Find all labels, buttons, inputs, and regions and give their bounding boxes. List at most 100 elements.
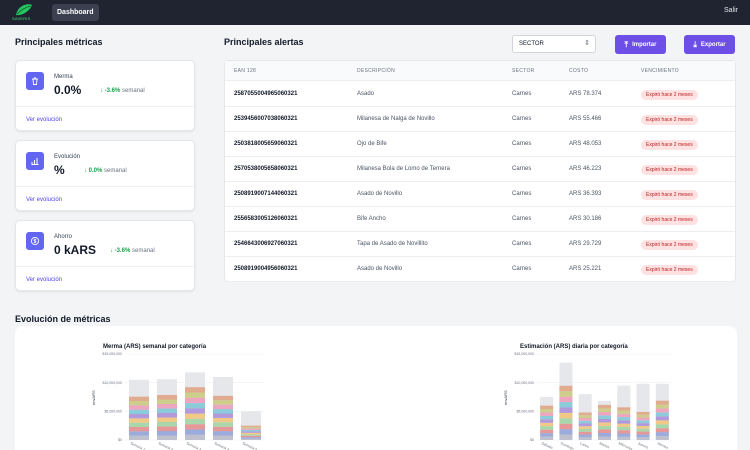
y-tick-label: $0 — [118, 438, 122, 442]
metric-label: Evolución — [54, 154, 81, 160]
table-row[interactable]: 2587055004965060321 Asado Carnes ARS 78.374… — [225, 82, 735, 107]
chart-1: Merma (ARS) semanal por categoría $15,000… — [91, 344, 265, 450]
cell-description: Asado — [357, 91, 375, 97]
bar-segment — [655, 436, 669, 440]
bar-segment — [578, 428, 592, 432]
sector-select[interactable]: SECTOR ⇕ — [512, 35, 596, 53]
bar-segment — [559, 429, 573, 435]
metric-value: % — [54, 163, 65, 177]
table-row[interactable]: 2508919007144060321 Asado de Novillo Carne… — [225, 182, 735, 207]
status-badge: Expiró hace 2 meses — [641, 165, 698, 175]
bar-segment — [241, 428, 261, 430]
bar-segment — [185, 403, 205, 409]
bar-segment — [129, 426, 149, 432]
bar-segment — [655, 412, 669, 417]
evolution-title: Evolución de métricas — [15, 314, 111, 324]
bar-segment — [578, 417, 592, 421]
bar-segment — [559, 396, 573, 403]
table-header: EAN 128 DESCRIPCIÓN SECTOR COSTO VENCIMI… — [225, 61, 735, 81]
bar-segment — [129, 435, 149, 440]
bar-segment — [540, 433, 554, 437]
bar-segment — [559, 385, 573, 392]
bar-segment — [157, 413, 177, 418]
export-button[interactable]: ⤓ Exportar — [684, 35, 735, 54]
bar-segment — [559, 418, 573, 424]
bar-segment — [636, 437, 650, 440]
cell-ean: 2508919004956060321 — [234, 266, 298, 272]
table-row[interactable]: 2556583005126060321 Bife Ancho Carnes ARS 3… — [225, 207, 735, 232]
bar-segment — [636, 411, 650, 415]
logo-icon[interactable] — [12, 3, 34, 23]
bar-segment — [598, 432, 611, 437]
bar-segment — [540, 422, 554, 427]
charts-panel: Merma (ARS) semanal por categoría $15,000… — [15, 326, 737, 450]
cell-description: Asado de Novillo — [357, 191, 403, 197]
bar-segment — [617, 420, 631, 424]
x-tick-label: Jueves — [637, 441, 649, 449]
cell-description: Milanesa Bola de Lomo de Ternera — [357, 166, 450, 172]
table-row[interactable]: 2570538005658060321 Milanesa Bola de Lomo… — [225, 157, 735, 182]
bar-segment — [578, 434, 592, 438]
metric-label: Ahorro — [54, 234, 73, 240]
ver-evolucion-link[interactable]: Ver evolución — [26, 277, 63, 283]
bar-segment — [578, 431, 592, 435]
ver-evolucion-link[interactable]: Ver evolución — [26, 197, 63, 203]
status-badge: Expiró hace 2 meses — [641, 240, 698, 250]
cell-sector: Carnes — [512, 116, 532, 122]
import-label: Importar — [632, 41, 657, 48]
bar-segment — [578, 426, 592, 429]
bar-segment — [213, 413, 233, 418]
import-button[interactable]: ⤒ Importar — [615, 35, 666, 54]
bar-segment — [636, 431, 650, 435]
cell-description: Asado de Novillo — [357, 266, 403, 272]
trash-icon — [26, 72, 44, 90]
cell-description: Bife Ancho — [357, 216, 386, 222]
bar-segment — [578, 423, 592, 427]
x-tick-label: Lunes — [579, 441, 590, 449]
dollar-icon — [26, 232, 44, 250]
x-tick-label: Semana 1 — [130, 441, 146, 450]
cell-cost: ARS 30.186 — [569, 216, 602, 222]
table-row[interactable]: 2546643006927060321 Tapa de Asado de Novi… — [225, 232, 735, 257]
bar-segment — [157, 431, 177, 436]
arrow-down-icon: ↓ — [100, 88, 103, 94]
nav-tab-dashboard[interactable]: Dashboard — [52, 4, 99, 21]
bar-segment — [241, 434, 261, 436]
cell-sector: Carnes — [512, 166, 532, 172]
table-row[interactable]: 2539456007038060321 Milanesa de Nalga de … — [225, 107, 735, 132]
x-tick-label: Semana 5 — [242, 441, 258, 450]
x-tick-label: Semana 4 — [214, 441, 230, 450]
arrow-down-icon: ↓ — [84, 168, 87, 174]
bar-segment — [241, 429, 261, 432]
bar-segment — [185, 397, 205, 404]
bar-segment — [655, 420, 669, 425]
cell-sector: Carnes — [512, 141, 532, 147]
y-tick-label: $15,000,000 — [103, 352, 123, 356]
metric-value: 0 kARS — [54, 243, 97, 257]
cell-ean: 2508919007144060321 — [234, 191, 298, 197]
y-tick-label: $15,000,000 — [515, 352, 535, 356]
logout-link[interactable]: Salir — [723, 7, 738, 14]
x-tick-label: Semana 3 — [186, 441, 202, 450]
y-tick-label: $10,000,000 — [515, 381, 535, 385]
alerts-title: Principales alertas — [224, 37, 304, 47]
bar-segment — [129, 400, 149, 406]
bar-segment — [559, 423, 573, 430]
export-label: Exportar — [700, 41, 726, 48]
bar-segment — [157, 395, 177, 400]
bar-segment — [540, 409, 554, 413]
bar-segment — [241, 431, 261, 433]
cell-cost: ARS 48.053 — [569, 141, 602, 147]
bar-segment — [157, 417, 177, 423]
bar-segment — [185, 434, 205, 440]
cell-cost: ARS 78.374 — [569, 91, 602, 97]
cell-description: Tapa de Asado de Novillito — [357, 241, 428, 247]
metric-label: Merma — [54, 74, 73, 80]
table-row[interactable]: 2508919004956060321 Asado de Novillo Carne… — [225, 257, 735, 282]
cell-sector: Carnes — [512, 241, 532, 247]
table-row[interactable]: 2503818005659060321 Ojo de Bife Carnes ARS … — [225, 132, 735, 157]
column-header-cost: COSTO — [569, 68, 589, 74]
status-badge: Expiró hace 2 meses — [641, 215, 698, 225]
charts-canvas: Merma (ARS) semanal por categoría $15,000… — [91, 344, 672, 450]
ver-evolucion-link[interactable]: Ver evolución — [26, 117, 63, 123]
